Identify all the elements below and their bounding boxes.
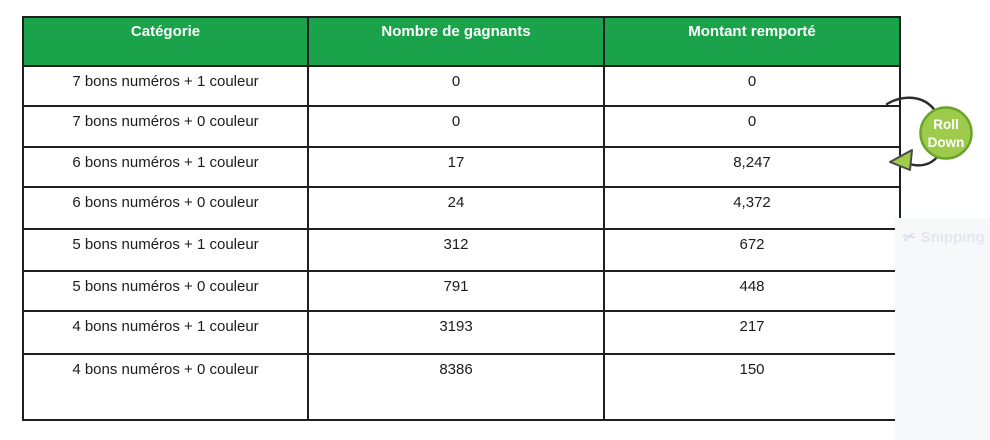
winners-cell: 312 [307,228,605,272]
category-cell: 7 bons numéros + 1 couleur [22,65,309,107]
category-cell: 4 bons numéros + 1 couleur [22,310,309,355]
winners-cell: 791 [307,270,605,312]
table-row: 7 bons numéros + 1 couleur 0 0 [22,65,901,107]
table-row: 5 bons numéros + 1 couleur 312 672 [22,228,901,272]
roll-down-badge-line2: Down [928,135,965,150]
prize-table-body: 7 bons numéros + 1 couleur 0 0 7 bons nu… [22,65,901,421]
table-row: 4 bons numéros + 1 couleur 3193 217 [22,310,901,355]
roll-down-badge-circle [919,106,973,160]
table-row: 6 bons numéros + 1 couleur 17 8,247 [22,146,901,188]
amount-cell: 448 [603,270,901,312]
amount-cell: 0 [603,105,901,148]
winners-cell: 0 [307,65,605,107]
category-cell: 4 bons numéros + 0 couleur [22,353,309,421]
snipping-tool-icon: ✂ [901,227,918,248]
header-row: Catégorie Nombre de gagnants Montant rem… [22,16,901,67]
table-row: 6 bons numéros + 0 couleur 24 4,372 [22,186,901,230]
category-cell: 5 bons numéros + 0 couleur [22,270,309,312]
snipping-watermark-label: Snipping T [920,228,990,246]
amount-cell: 217 [603,310,901,355]
roll-down-annotation: Roll Down [885,96,973,171]
header-nombre-gagnants: Nombre de gagnants [307,16,605,67]
amount-cell: 150 [603,353,901,421]
amount-cell: 672 [603,228,901,272]
table-row: 4 bons numéros + 0 couleur 8386 150 [22,353,901,421]
prize-table-header: Catégorie Nombre de gagnants Montant rem… [22,16,901,67]
amount-cell: 4,372 [603,186,901,230]
amount-cell: 0 [603,65,901,107]
snipping-watermark: ✂ Snipping T [895,227,990,248]
table-row: 5 bons numéros + 0 couleur 791 448 [22,270,901,312]
amount-cell: 8,247 [603,146,901,188]
roll-down-badge-line1: Roll [933,117,959,132]
category-cell: 6 bons numéros + 1 couleur [22,146,309,188]
table-row: 7 bons numéros + 0 couleur 0 0 [22,105,901,148]
winners-cell: 0 [307,105,605,148]
winners-cell: 24 [307,186,605,230]
roll-down-arrowhead-icon [889,149,913,171]
category-cell: 7 bons numéros + 0 couleur [22,105,309,148]
category-cell: 6 bons numéros + 0 couleur [22,186,309,230]
category-cell: 5 bons numéros + 1 couleur [22,228,309,272]
snipping-watermark-panel: ✂ Snipping T [895,218,990,440]
roll-down-arrow-top-curve [885,96,938,114]
header-categorie: Catégorie [22,16,309,67]
winners-cell: 17 [307,146,605,188]
header-montant-remporte: Montant remporté [603,16,901,67]
winners-cell: 8386 [307,353,605,421]
winners-cell: 3193 [307,310,605,355]
prize-table: Catégorie Nombre de gagnants Montant rem… [22,16,901,421]
